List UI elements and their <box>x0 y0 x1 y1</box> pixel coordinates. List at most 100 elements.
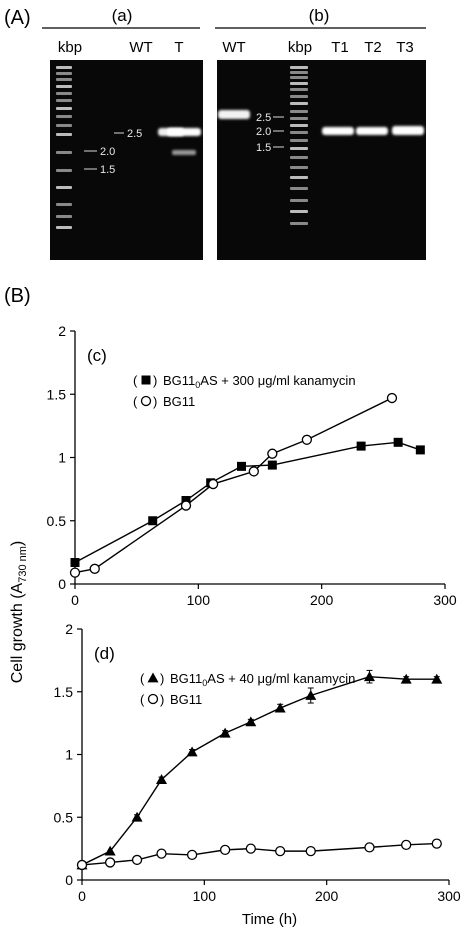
ladder-band <box>290 124 308 127</box>
gel-b-image <box>217 60 426 260</box>
x-tick-label: 200 <box>310 592 334 608</box>
data-point <box>180 500 192 511</box>
ladder-band <box>290 166 308 169</box>
data-point <box>186 746 198 757</box>
gel-b-marker-labels: 2.5 2.0 1.5 <box>256 112 284 154</box>
data-point <box>131 811 143 822</box>
data-point <box>301 434 313 445</box>
ladder-band <box>56 203 72 206</box>
data-point <box>186 849 198 861</box>
legend-paren: ( <box>140 671 145 686</box>
data-point <box>386 392 398 404</box>
gel-b-label: (b) <box>309 6 330 25</box>
gel-b-lane-t1: T1 <box>331 39 349 56</box>
ladder-band <box>290 199 308 202</box>
gel-b-band-wt <box>218 110 250 119</box>
legend-paren: ) <box>153 394 157 409</box>
ladder-band <box>56 133 72 136</box>
ladder-band <box>290 82 308 85</box>
ladder-band <box>56 78 72 81</box>
data-point <box>356 441 366 451</box>
data-point <box>156 774 168 784</box>
ladder-band <box>290 210 308 213</box>
x-tick-label: 300 <box>433 592 457 608</box>
data-point <box>267 460 277 470</box>
data-point <box>364 842 375 853</box>
series-line <box>81 675 437 866</box>
gel-b-marker-2-5: 2.5 <box>256 112 271 124</box>
data-point <box>274 702 286 713</box>
gel-a-marker-2-0: 2.0 <box>100 146 115 158</box>
data-point <box>393 437 403 447</box>
data-point <box>363 671 375 682</box>
data-point <box>70 557 80 567</box>
data-point <box>104 857 116 868</box>
y-tick-label: 0 <box>65 872 73 888</box>
gel-a-marker-1-5: 1.5 <box>100 164 115 176</box>
data-point <box>76 859 88 871</box>
gel-a-ladder <box>56 66 72 229</box>
ladder-band <box>56 66 72 69</box>
gel-a-lane-kbp: kbp <box>58 39 82 56</box>
ladder-band <box>56 115 72 118</box>
data-point <box>104 845 116 856</box>
y-tick-label: 1.5 <box>54 684 74 700</box>
data-point <box>89 563 100 574</box>
x-axis-label: Time (h) <box>242 911 297 928</box>
data-point <box>401 839 412 851</box>
ladder-band <box>56 72 72 75</box>
data-point <box>305 845 316 857</box>
gel-a-marker-2-5: 2.5 <box>127 128 142 140</box>
gel-a-lane-wt: WT <box>129 39 152 56</box>
ladder-band <box>56 92 72 95</box>
data-point <box>245 716 257 727</box>
ladder-band <box>56 215 72 218</box>
shared-y-axis-label: Cell growth (A730 nm) <box>9 541 29 684</box>
legend-paren: ) <box>153 373 157 388</box>
panel-a-label: (A) <box>4 7 31 29</box>
ladder-band <box>290 187 308 190</box>
x-tick-label: 100 <box>193 888 217 904</box>
data-point <box>141 375 151 385</box>
data-point <box>69 567 81 578</box>
data-point <box>147 672 159 683</box>
gel-a-label: (a) <box>112 6 133 25</box>
data-point <box>148 516 158 526</box>
ladder-band <box>290 102 308 105</box>
data-point <box>305 690 317 700</box>
gel-b-lane-wt: WT <box>222 39 245 56</box>
series-line <box>74 441 421 564</box>
gel-b-ladder <box>290 66 308 225</box>
ladder-band <box>290 156 308 159</box>
data-point <box>131 854 143 866</box>
ladder-band <box>290 222 308 225</box>
ladder-band <box>56 85 72 88</box>
ladder-band <box>290 131 308 134</box>
gel-a-group: (a) kbp WT T 2.5 2.0 1.5 <box>42 6 203 260</box>
ladder-band <box>56 151 72 154</box>
ladder-band <box>56 169 72 172</box>
data-point <box>237 461 246 471</box>
ladder-band <box>290 71 308 74</box>
y-tick-label: 1 <box>65 747 73 763</box>
x-tick-label: 0 <box>78 888 86 904</box>
gel-b-lane-t3: T3 <box>396 39 414 56</box>
ladder-band <box>290 176 308 179</box>
gel-b-marker-2-0: 2.0 <box>256 126 271 138</box>
y-tick-label: 1.5 <box>47 386 67 402</box>
data-point <box>140 395 152 407</box>
gel-b-band-t3 <box>392 126 424 135</box>
ladder-band <box>56 226 72 229</box>
ladder-band <box>290 110 308 113</box>
chart-panel-label: (c) <box>87 346 107 365</box>
ladder-band <box>290 76 308 79</box>
data-point <box>400 673 412 684</box>
gel-a-marker-labels: 2.5 2.0 1.5 <box>84 128 142 176</box>
ladder-band <box>290 147 308 150</box>
data-point <box>267 448 278 459</box>
data-point <box>219 727 231 738</box>
gel-a-image <box>50 60 203 260</box>
ladder-band <box>290 117 308 120</box>
legend-paren: ( <box>133 394 138 409</box>
legend-paren: ( <box>133 373 138 388</box>
